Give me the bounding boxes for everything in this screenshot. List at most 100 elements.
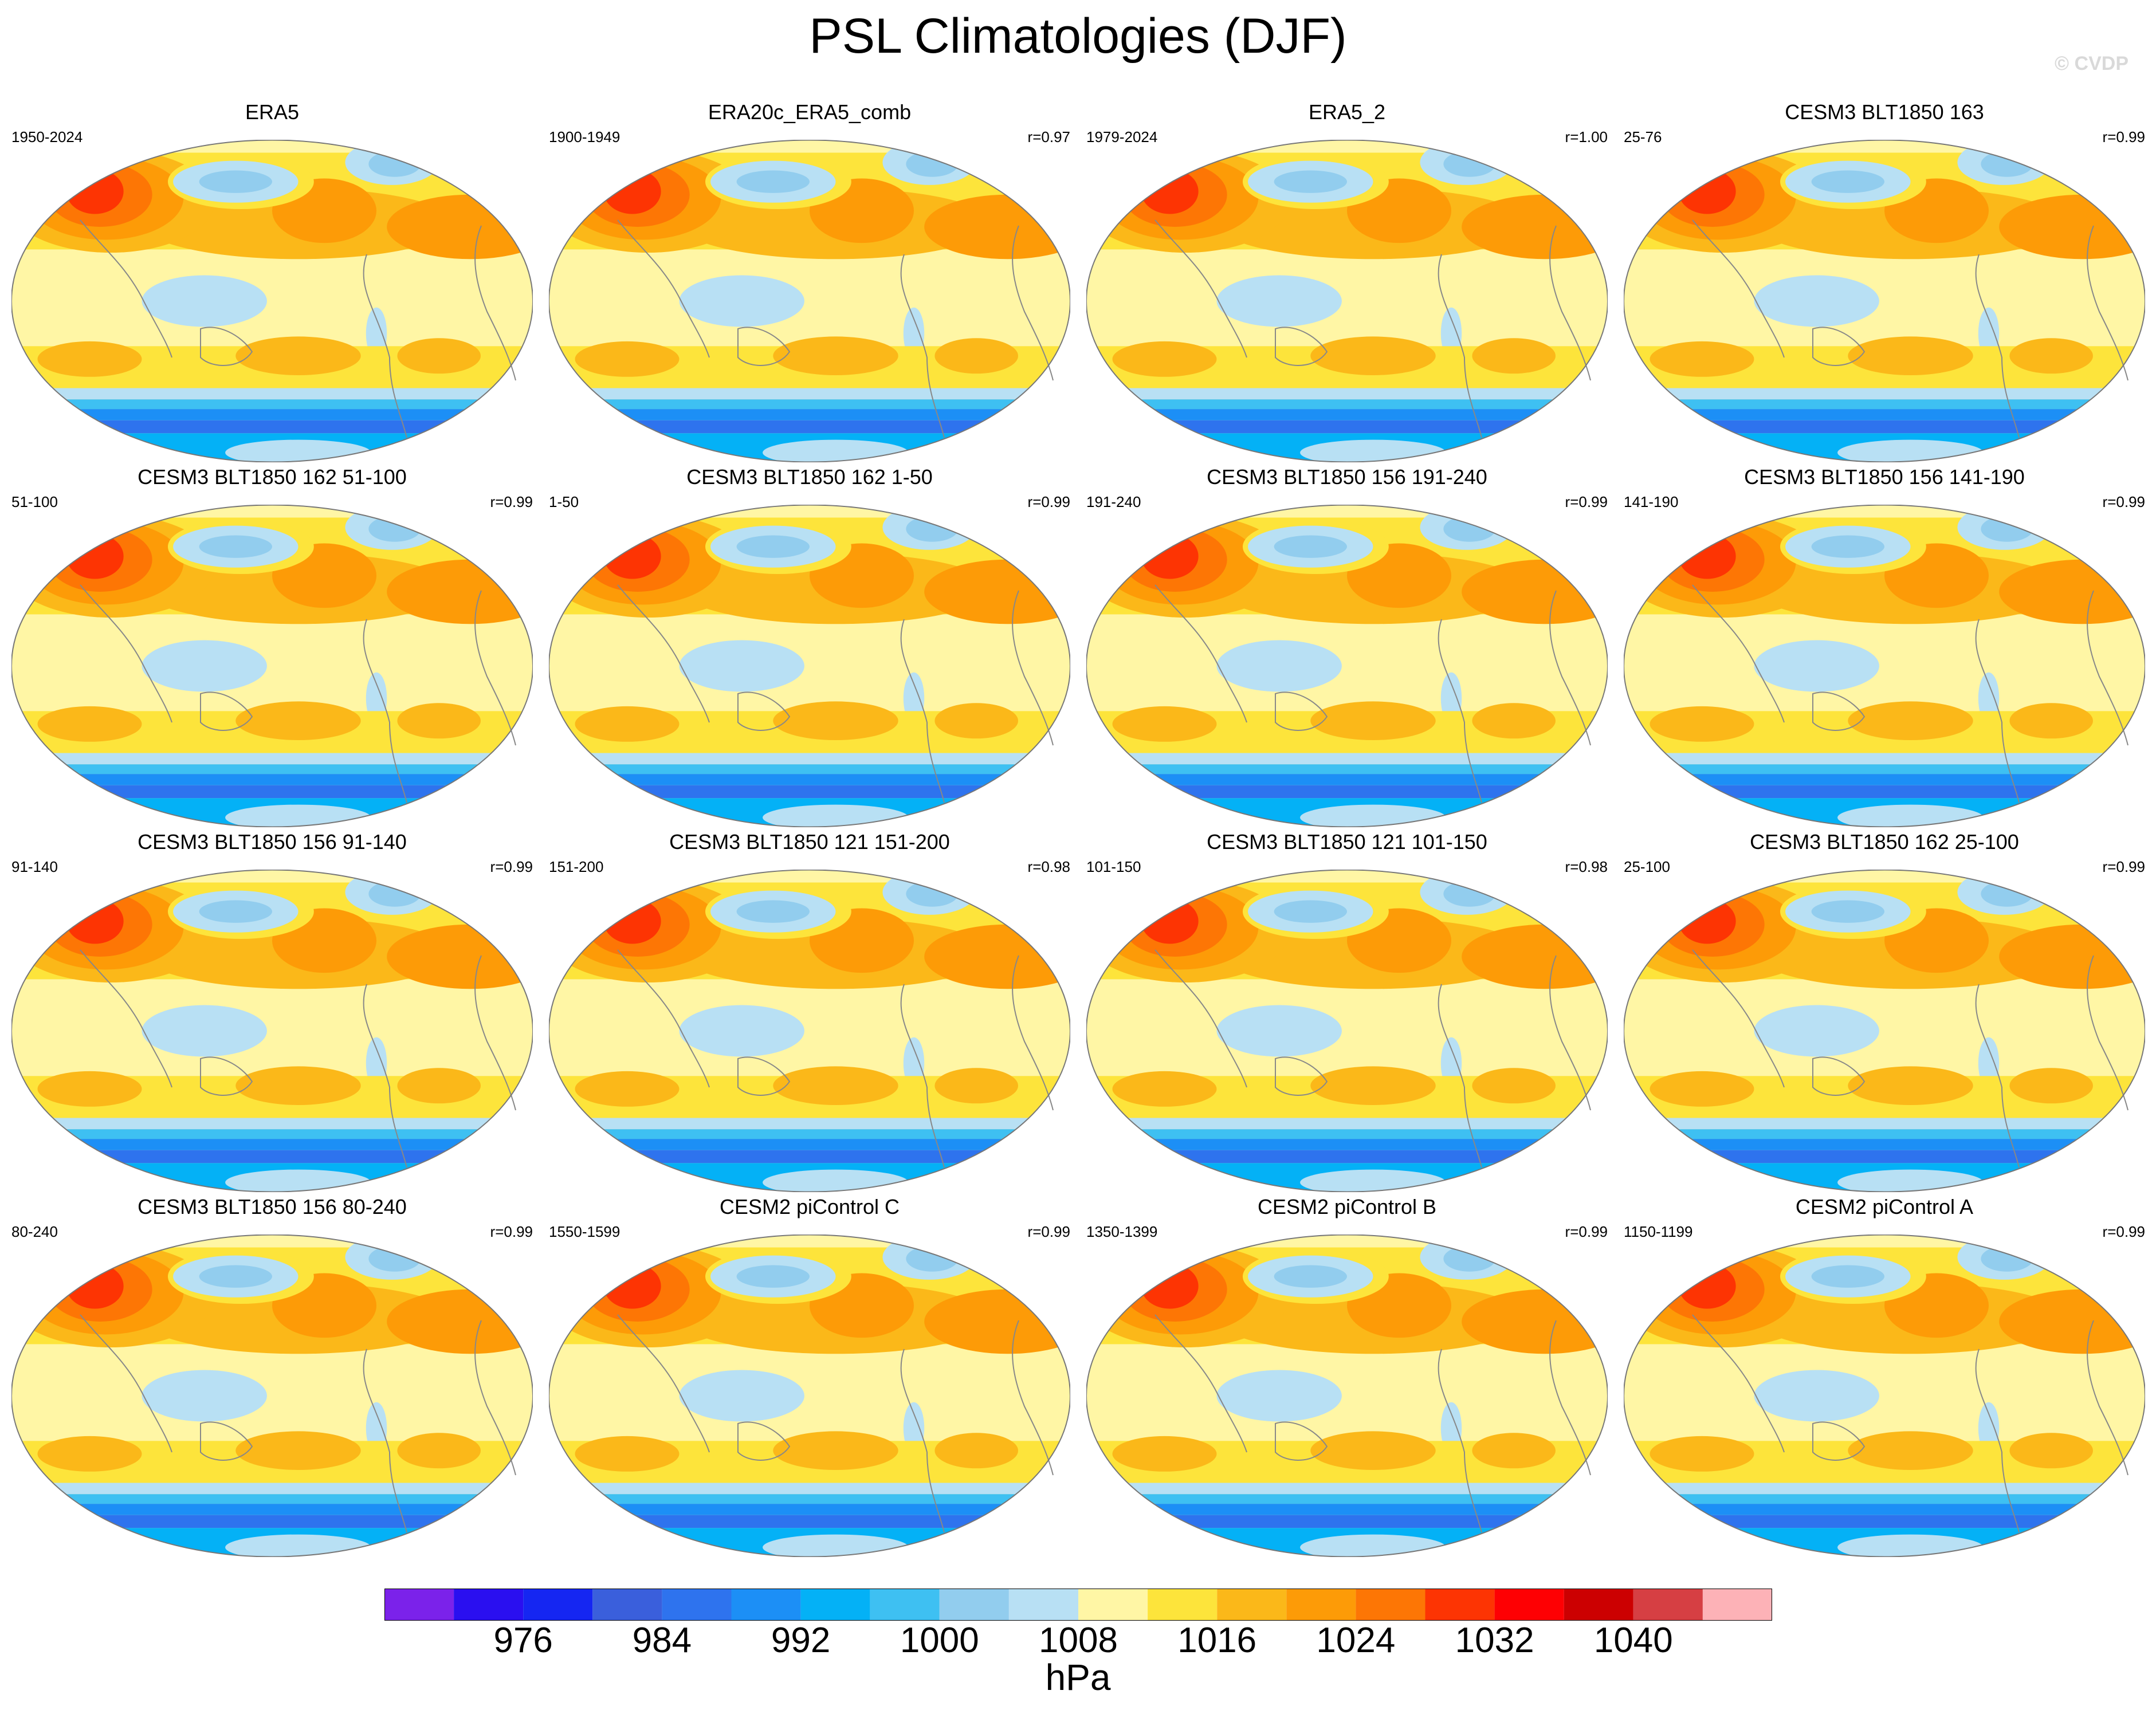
siberian-high-core [1678,1263,1736,1309]
pressure-map [1086,505,1608,827]
siberian-high-core [1141,533,1199,579]
so-band-2 [1624,1494,2145,1504]
icelandic-core [1981,516,2033,542]
panel-title: CESM3 BLT1850 121 101-150 [1207,830,1487,854]
icelandic-core [1443,516,1496,542]
pressure-map [549,870,1070,1192]
panel-title: CESM3 BLT1850 162 25-100 [1750,830,2019,854]
aleutian-core [736,170,810,193]
coastline-australia [200,691,253,731]
coastline-africa [1549,1320,1591,1476]
map-panel: CESM3 BLT1850 162 25-100 25-100 r=0.99 [1618,831,2151,1194]
pacific-high [773,1431,898,1470]
panel-correlation: r=0.99 [490,493,533,510]
pressure-map [1624,505,2145,827]
siberian-high-core [1678,168,1736,214]
colorbar-swatch [454,1589,524,1620]
so-band-3 [549,409,1070,420]
maritime-low [142,1005,267,1057]
map-outline [1086,505,1608,827]
siberian-high-core [1141,898,1199,944]
so-band-1 [1086,1118,1608,1130]
panel-correlation: r=0.99 [490,858,533,875]
panel-years: 191-240 [1086,493,1141,510]
panel-years: 1900-1949 [549,128,621,146]
maritime-low [679,1005,804,1057]
coastline-asia [1692,219,1785,358]
icelandic-core [1981,880,2033,907]
coastline-americas [900,254,945,438]
maritime-low [142,275,267,327]
map-panel: ERA5_2 1979-2024 r=1.00 [1081,101,1613,465]
so-band-4 [1624,1515,2145,1528]
sa-low [1978,1037,2000,1089]
panel-years: 51-100 [11,493,58,510]
pressure-map [549,140,1070,462]
panel-title: CESM3 BLT1850 156 91-140 [138,830,407,854]
coastline-asia [1692,949,1785,1088]
icelandic-core [368,880,421,907]
aleutian-core [1811,170,1884,193]
coastline-africa [1012,955,1054,1111]
coastline-africa [1549,590,1591,746]
aleutian-core [736,900,810,923]
indian-high [1112,341,1217,377]
atlantic-high [934,1068,1018,1104]
icelandic-core [906,880,959,907]
so-band-2 [1086,1494,1608,1504]
colorbar-swatch [662,1589,732,1620]
indian-high [575,1071,680,1107]
maritime-low [1754,275,1879,327]
maritime-low [679,1370,804,1422]
so-band-4 [1086,1515,1608,1528]
coastline-australia [737,327,791,366]
siberian-high-core [66,168,124,214]
panel-correlation: r=0.99 [2102,493,2145,510]
coastline-americas [1975,984,2020,1168]
so-band-3 [11,1139,533,1150]
so-band-2 [1086,399,1608,410]
coastline-australia [737,1056,791,1096]
indian-high [37,341,142,377]
sa-low [1978,307,2000,359]
colorbar-swatch [1564,1589,1633,1620]
panel-title: CESM3 BLT1850 156 191-240 [1207,465,1487,489]
panel-title: CESM3 BLT1850 156 141-190 [1744,465,2025,489]
map-outline [1624,870,2145,1192]
colorbar-tick-label: 1040 [1594,1621,1673,1656]
so-band-3 [1624,1139,2145,1150]
atlantic-high [397,1068,481,1104]
pacific-high [1848,701,1973,740]
atlantic-high [2009,1068,2093,1104]
maritime-low [142,1370,267,1422]
colorbar-tick-label: 1032 [1455,1621,1534,1656]
pacific-high [235,1066,361,1105]
map-panel: ERA20c_ERA5_comb 1900-1949 r=0.97 [543,101,1076,465]
so-band-2 [1086,1129,1608,1139]
coastline-australia [1275,1056,1328,1096]
so-band-4 [1086,785,1608,799]
atlantic-high [934,1433,1018,1469]
atlantic-high [397,1433,481,1469]
coastline-americas [900,619,945,803]
so-band-4 [11,420,533,434]
coastline-asia [1154,949,1247,1088]
panel-years: 101-150 [1086,858,1141,875]
colorbar-swatch [1008,1589,1078,1620]
so-band-1 [1086,1483,1608,1495]
so-band-2 [11,399,533,410]
colorbar-swatch [870,1589,940,1620]
pacific-high [1848,1066,1973,1105]
indian-high [1650,1071,1754,1107]
map-outline [549,1235,1070,1557]
coastline-australia [1275,1421,1328,1461]
icelandic-core [368,1245,421,1272]
sa-low [1978,672,2000,724]
so-band-2 [11,1494,533,1504]
pacific-high [1848,1431,1973,1470]
map-outline [549,505,1070,827]
coastline-americas [363,254,407,438]
so-band-4 [1086,420,1608,434]
colorbar-swatch [1148,1589,1218,1620]
coastline-americas [1438,984,1482,1168]
